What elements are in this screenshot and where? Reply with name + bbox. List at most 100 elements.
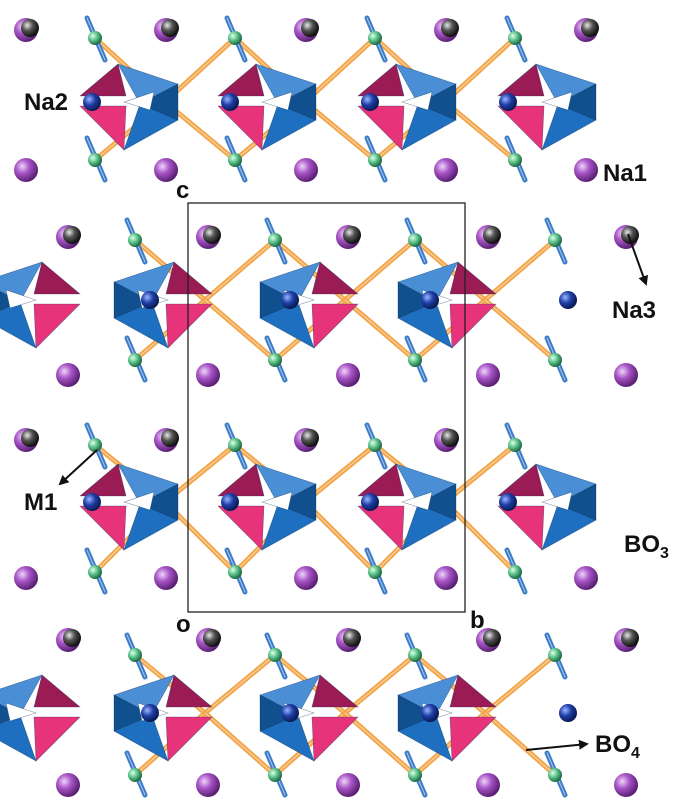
na-sphere	[614, 363, 638, 387]
m-sphere	[508, 565, 522, 579]
dark-sphere	[483, 226, 501, 244]
na3-arrow	[627, 233, 648, 286]
bond-highlight	[304, 444, 376, 503]
m-sphere	[228, 31, 242, 45]
polyhedron-gap	[261, 491, 293, 511]
na-sphere	[614, 773, 638, 797]
inner-sphere	[499, 493, 517, 511]
bond-highlight	[444, 501, 516, 573]
dark-sphere	[161, 19, 179, 37]
inner-sphere	[421, 704, 439, 722]
bo3-triangle	[0, 714, 37, 762]
bo4-tetrahedron	[217, 505, 265, 551]
bo3-triangle	[259, 281, 299, 319]
bond-highlight	[484, 712, 556, 776]
dark-sphere	[441, 19, 459, 37]
na-sphere	[336, 773, 360, 797]
inner-sphere	[83, 493, 101, 511]
bo4-tetrahedron	[497, 463, 545, 497]
inner-sphere	[421, 291, 439, 309]
bond-highlight	[204, 654, 276, 714]
na-sphere	[154, 158, 178, 182]
m-sphere	[228, 565, 242, 579]
inner-sphere	[141, 704, 159, 722]
m-sphere	[548, 648, 562, 662]
bond-highlight	[204, 239, 276, 301]
bond-highlight	[204, 299, 276, 361]
m-sphere	[548, 353, 562, 367]
inner-sphere	[221, 493, 239, 511]
bo4-tetrahedron	[357, 463, 405, 497]
bo3-triangle	[0, 301, 37, 349]
label-na2: Na2	[24, 89, 68, 116]
m-sphere	[268, 648, 282, 662]
na-sphere	[574, 158, 598, 182]
m-sphere	[88, 438, 102, 452]
axis-label-b: b	[470, 607, 485, 634]
bo3-triangle	[397, 281, 437, 319]
bond-highlight	[444, 101, 516, 161]
inner-sphere	[221, 93, 239, 111]
label-na3: Na3	[612, 297, 656, 324]
bo4-tetrahedron	[311, 674, 359, 708]
dark-sphere	[63, 629, 81, 647]
m-sphere	[408, 233, 422, 247]
bond-highlight	[344, 299, 416, 361]
m-sphere	[128, 648, 142, 662]
m-sphere	[88, 31, 102, 45]
na-sphere	[14, 566, 38, 590]
bo4-tetrahedron	[165, 261, 213, 295]
na-sphere	[574, 566, 598, 590]
m-sphere	[228, 153, 242, 167]
na-sphere	[434, 158, 458, 182]
bo3-triangle	[113, 281, 153, 319]
bo4-tetrahedron	[79, 105, 127, 151]
inner-sphere	[281, 291, 299, 309]
m-sphere	[408, 768, 422, 782]
label-bo3-main: BO	[624, 531, 660, 558]
na-sphere	[196, 773, 220, 797]
polyhedron-gap	[401, 91, 433, 111]
bo4-tetrahedron	[79, 63, 127, 97]
bond-highlight	[444, 37, 516, 103]
bond-highlight	[484, 654, 556, 714]
m-sphere	[368, 31, 382, 45]
unit-cell-outline	[187, 202, 466, 613]
label-bo3-sub: 3	[660, 545, 669, 562]
bo4-tetrahedron	[33, 716, 81, 762]
bo4-tetrahedron	[217, 63, 265, 97]
polyhedron-gap	[123, 491, 155, 511]
label-na1: Na1	[603, 160, 647, 187]
bo4-tetrahedron	[497, 63, 545, 97]
polyhedron-gap	[541, 91, 573, 111]
dark-sphere	[21, 19, 39, 37]
polyhedron-gap	[401, 491, 433, 511]
m-sphere	[128, 233, 142, 247]
bo4-tetrahedron	[165, 674, 213, 708]
inner-sphere	[141, 291, 159, 309]
inner-sphere	[499, 93, 517, 111]
bo3-triangle	[397, 694, 437, 732]
inner-sphere	[559, 291, 577, 309]
m-sphere	[268, 768, 282, 782]
inner-sphere	[361, 93, 379, 111]
bo4-tetrahedron	[165, 716, 213, 762]
bond-highlight	[344, 712, 416, 776]
axis-label-c: c	[176, 177, 189, 204]
m-sphere	[548, 233, 562, 247]
bo4-tetrahedron	[449, 261, 497, 295]
m-sphere	[228, 438, 242, 452]
dark-sphere	[483, 629, 501, 647]
dark-sphere	[301, 429, 319, 447]
na-sphere	[336, 363, 360, 387]
bo3-triangle	[113, 694, 153, 732]
bond-highlight	[484, 239, 556, 301]
na-sphere	[196, 363, 220, 387]
m-sphere	[88, 153, 102, 167]
bo4-tetrahedron	[217, 463, 265, 497]
m-sphere	[368, 153, 382, 167]
m-sphere	[408, 353, 422, 367]
bond-sticks	[84, 15, 568, 798]
polyhedron-gap	[541, 491, 573, 511]
